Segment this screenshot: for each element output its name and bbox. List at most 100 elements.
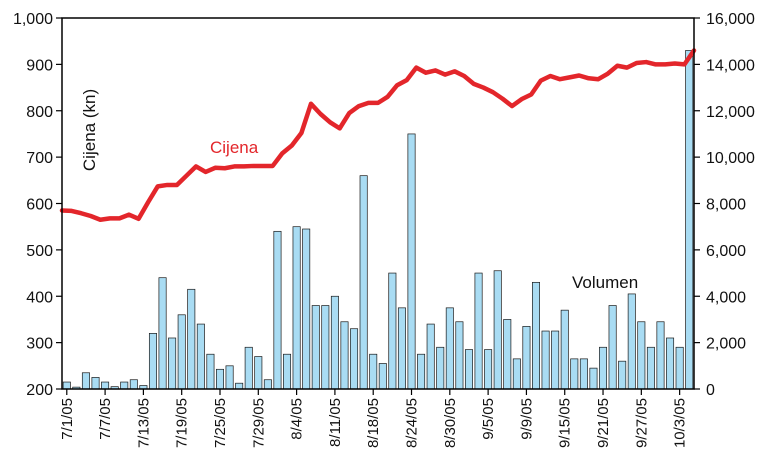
x-tick-label: 8/30/05 — [442, 398, 459, 448]
volume-bar — [579, 358, 588, 390]
price-line — [59, 48, 697, 222]
volume-bar — [445, 307, 454, 390]
volume-bar — [599, 346, 608, 390]
left-tick-label: 500 — [26, 243, 53, 260]
right-tick-label: 10,000 — [706, 150, 755, 167]
x-tick-label: 8/18/05 — [365, 398, 382, 448]
volume-bar — [196, 323, 205, 390]
x-tick-label: 7/25/05 — [212, 398, 229, 448]
volume-bar — [493, 270, 502, 390]
left-tick-label: 200 — [26, 382, 53, 399]
volume-bar — [235, 382, 244, 390]
volume-bar — [120, 381, 129, 390]
x-tick-label: 9/15/05 — [557, 398, 574, 448]
volume-bar — [62, 381, 71, 390]
volume-bar — [244, 346, 253, 390]
volume-bar — [397, 307, 406, 390]
right-tick-label: 2,000 — [706, 336, 746, 353]
volume-bar — [656, 321, 665, 390]
volume-bar — [532, 281, 540, 390]
volume-bar — [627, 293, 636, 390]
volume-bar — [608, 305, 617, 390]
volume-bar — [321, 305, 330, 390]
volume-bar — [541, 330, 550, 390]
x-tick-label: 8/24/05 — [404, 398, 421, 448]
right-axis-ticks: 0 2,000 4,000 6,000 8,000 10,000 12,000 14,000 1… — [694, 11, 755, 399]
volume-bar — [618, 360, 627, 390]
right-tick-label: 0 — [706, 382, 715, 399]
volume-bar — [455, 321, 464, 390]
volume-bar — [560, 309, 569, 390]
volume-bar — [512, 358, 521, 390]
volume-bar — [388, 272, 397, 390]
volume-bar — [283, 353, 292, 390]
x-tick-label: 10/3/05 — [672, 398, 689, 448]
volume-bar — [407, 133, 416, 390]
volume-bar — [666, 337, 675, 390]
right-tick-label: 6,000 — [706, 243, 746, 260]
x-tick-label: 7/29/05 — [250, 398, 267, 448]
volume-bar — [646, 346, 655, 390]
x-tick-label: 8/4/05 — [289, 398, 306, 440]
left-tick-label: 800 — [26, 104, 53, 121]
volume-bar — [685, 50, 694, 390]
volume-bar — [206, 353, 215, 390]
x-tick-label: 7/7/05 — [97, 398, 114, 440]
volume-bar — [311, 305, 320, 390]
volume-bar — [302, 228, 311, 390]
price-series-label: Cijena — [210, 138, 259, 157]
volume-bar — [503, 319, 512, 390]
volume-bar — [378, 363, 387, 390]
volume-bar — [637, 321, 646, 390]
x-tick-label: 9/5/05 — [480, 398, 497, 440]
volume-bar — [350, 328, 359, 390]
left-tick-label: 300 — [26, 336, 53, 353]
volume-bar — [551, 330, 560, 390]
volume-bar — [369, 353, 378, 390]
x-tick-label: 9/9/05 — [518, 398, 535, 440]
volume-bar — [168, 337, 177, 390]
x-tick-label: 9/27/05 — [633, 398, 650, 448]
volume-bar — [292, 226, 301, 390]
volume-bar — [263, 379, 272, 390]
right-tick-label: 4,000 — [706, 289, 746, 306]
volume-bar — [273, 230, 282, 390]
volume-bar — [675, 346, 684, 390]
left-axis-label: Cijena (kn) — [80, 89, 99, 171]
volume-series-label: Volumen — [572, 273, 638, 292]
volume-bar — [129, 379, 138, 390]
volume-bar — [464, 349, 473, 390]
x-tick-label: 9/21/05 — [595, 398, 612, 448]
right-tick-label: 16,000 — [706, 11, 755, 28]
x-tick-label: 7/19/05 — [174, 398, 191, 448]
volume-bar — [474, 272, 483, 390]
volume-bars — [62, 50, 694, 390]
volume-bar — [216, 368, 224, 390]
right-tick-label: 14,000 — [706, 57, 755, 74]
volume-bar — [522, 326, 531, 390]
volume-bar — [417, 353, 426, 390]
left-tick-label: 900 — [26, 57, 53, 74]
volume-bar — [81, 372, 90, 390]
x-axis-ticks: 7/1/05 7/7/05 7/13/05 7/19/05 7/25/05 7/29/05… — [59, 389, 689, 448]
x-tick-label: 7/13/05 — [135, 398, 152, 448]
left-tick-label: 600 — [26, 197, 53, 214]
volume-bar — [570, 358, 579, 390]
volume-bar — [91, 377, 100, 390]
volume-bar — [225, 365, 234, 390]
volume-bar — [330, 295, 339, 390]
right-tick-label: 8,000 — [706, 197, 746, 214]
volume-bar — [177, 314, 186, 390]
volume-bar — [436, 346, 445, 390]
volume-bar — [340, 321, 349, 390]
volume-bar — [589, 367, 598, 390]
volume-bar — [158, 277, 167, 390]
left-tick-label: 1,000 — [13, 11, 53, 28]
volume-bar — [148, 333, 157, 390]
left-axis-ticks: 200 300 400 500 600 700 800 900 1,000 — [13, 11, 62, 399]
volume-bar — [426, 323, 435, 390]
volume-bar — [254, 356, 263, 390]
right-tick-label: 12,000 — [706, 104, 755, 121]
volume-bar — [359, 175, 368, 390]
